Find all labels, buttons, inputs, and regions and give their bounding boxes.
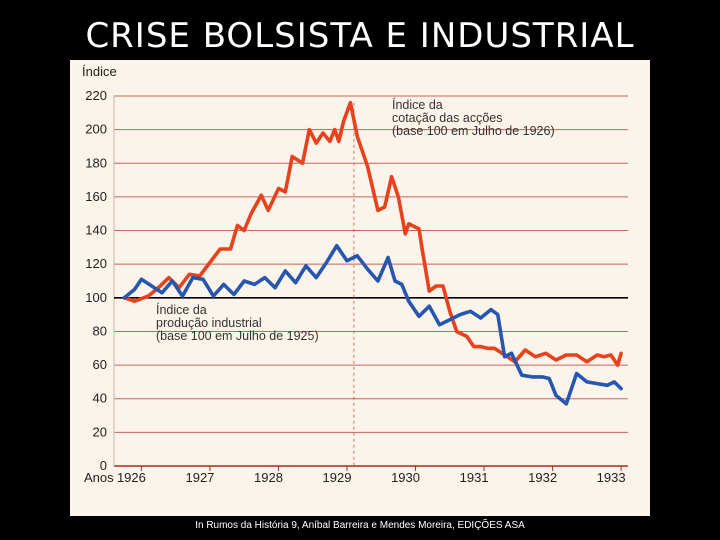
stock-index-line [122,100,623,367]
x-tick-label: 1928 [254,470,283,485]
x-tick-label: 1933 [597,470,626,485]
x-tick-label: 1930 [391,470,420,485]
y-tick-label: 80 [93,323,107,338]
production-index-annotation: (base 100 em Julho de 1925) [156,329,319,343]
x-tick-label: 1927 [185,470,214,485]
stock-index-annotation: (base 100 em Julho de 1926) [392,124,555,138]
x-tick-label: 1929 [323,470,352,485]
x-tick-label: 1926 [117,470,146,485]
line-chart: 0 20 40 60 80 100 120 140 160 180 200 220 1926 1927 19… [82,64,628,485]
x-tick-label: 1932 [528,470,557,485]
y-axis-title: Índice [82,64,117,79]
y-tick-label: 200 [85,122,107,137]
x-axis-title: Anos [84,470,114,485]
stock-index-annotation: cotação das acções [392,111,503,125]
y-tick-label: 120 [85,256,107,271]
slide-title: CRISE BOLSISTA E INDUSTRIAL [85,16,635,56]
y-tick-label: 100 [85,290,107,305]
x-tick-label: 1931 [460,470,489,485]
y-tick-label: 0 [100,458,107,473]
y-tick-label: 20 [93,424,107,439]
source-caption: In Rumos da História 9, Aníbal Barreira … [195,520,525,531]
production-index-line [122,243,623,406]
y-tick-label: 40 [93,391,107,406]
y-tick-label: 220 [85,88,107,103]
y-tick-label: 60 [93,357,107,372]
y-tick-label: 140 [85,223,107,238]
stock-index-annotation: Índice da [392,97,443,112]
production-index-annotation: Índice da [156,302,207,317]
y-tick-label: 160 [85,189,107,204]
chart-panel: 0 20 40 60 80 100 120 140 160 180 200 220 1926 1927 19… [70,60,650,516]
y-tick-label: 180 [85,155,107,170]
production-index-annotation: produção industrial [156,316,262,330]
